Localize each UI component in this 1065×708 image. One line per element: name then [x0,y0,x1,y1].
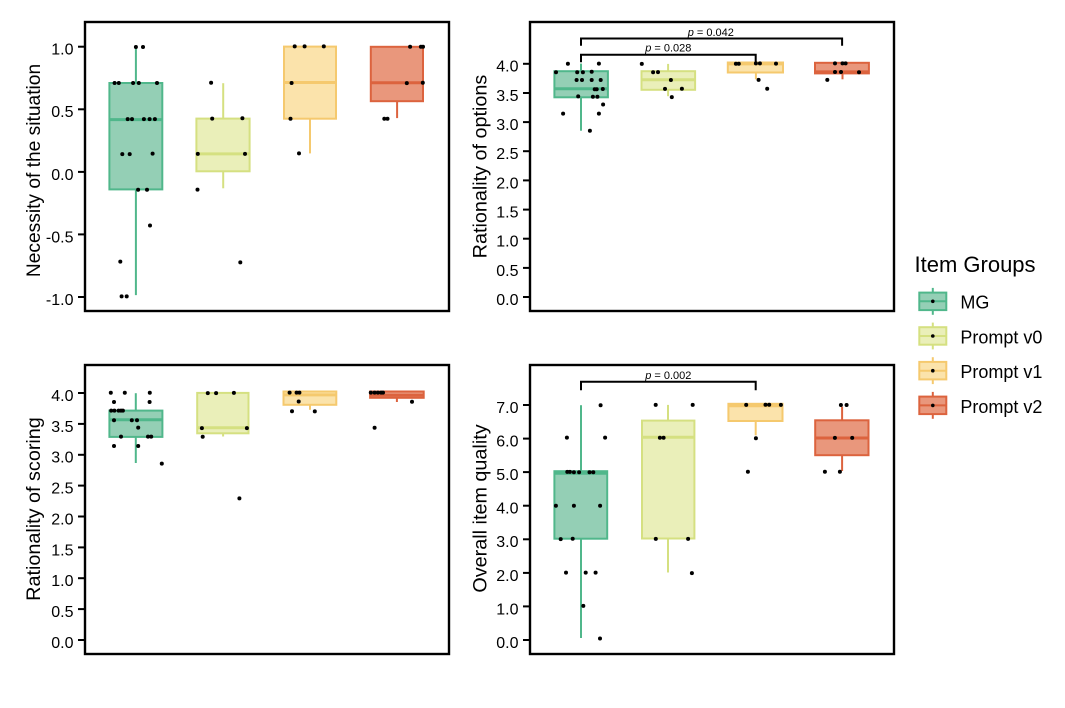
svg-text:3.5: 3.5 [51,419,73,436]
svg-text:2.5: 2.5 [51,481,73,498]
svg-text:4.0: 4.0 [496,501,518,518]
svg-text:1.0: 1.0 [51,573,73,590]
svg-text:Item Groups: Item Groups [915,252,1036,277]
svg-text:1.0: 1.0 [496,234,518,251]
svg-text:3.5: 3.5 [496,88,518,105]
svg-text:p = 0.042: p = 0.042 [687,27,734,39]
svg-text:0.0: 0.0 [51,635,73,652]
svg-text:Rationality of scoring: Rationality of scoring [23,417,45,601]
svg-text:p = 0.002: p = 0.002 [644,370,691,382]
svg-text:2.5: 2.5 [496,146,518,163]
svg-text:Prompt v0: Prompt v0 [960,327,1042,347]
svg-text:p = 0.028: p = 0.028 [644,43,691,55]
svg-text:5.0: 5.0 [496,467,518,484]
svg-text:1.5: 1.5 [496,205,518,222]
svg-text:Rationality of options: Rationality of options [469,75,491,259]
svg-text:3.0: 3.0 [496,534,518,551]
svg-text:0.5: 0.5 [51,604,73,621]
svg-text:7.0: 7.0 [496,400,518,417]
svg-text:2.0: 2.0 [496,175,518,192]
svg-text:Overall item quality: Overall item quality [469,424,491,592]
svg-text:0.0: 0.0 [51,167,73,184]
svg-text:0.0: 0.0 [496,635,518,652]
svg-text:3.0: 3.0 [51,450,73,467]
svg-text:-1.0: -1.0 [46,292,74,309]
svg-text:4.0: 4.0 [496,59,518,76]
svg-text:1.0: 1.0 [496,601,518,618]
svg-text:0.5: 0.5 [496,263,518,280]
svg-text:Prompt v2: Prompt v2 [960,397,1042,417]
svg-text:6.0: 6.0 [496,434,518,451]
svg-text:1.0: 1.0 [51,42,73,59]
svg-text:-0.5: -0.5 [46,229,74,246]
svg-text:2.0: 2.0 [496,568,518,585]
svg-text:Necessity of the situation: Necessity of the situation [24,64,45,277]
svg-text:0.5: 0.5 [51,104,73,121]
svg-text:1.5: 1.5 [51,542,73,559]
svg-text:4.0: 4.0 [51,388,73,405]
svg-text:0.0: 0.0 [496,292,518,309]
svg-text:MG: MG [960,293,989,313]
svg-text:2.0: 2.0 [51,511,73,528]
svg-text:3.0: 3.0 [496,117,518,134]
svg-text:Prompt v1: Prompt v1 [960,362,1042,382]
